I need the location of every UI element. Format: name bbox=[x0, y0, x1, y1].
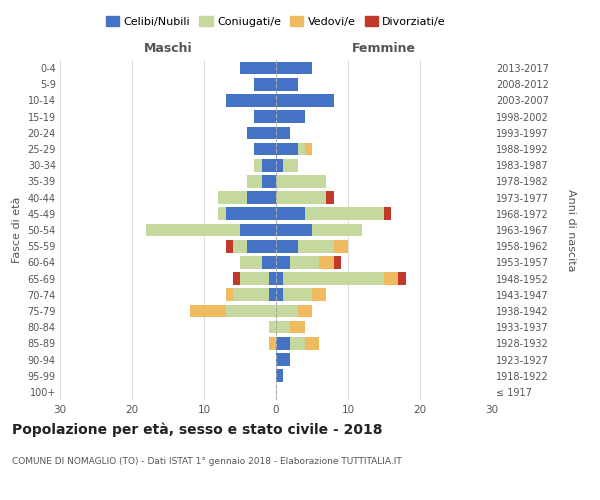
Bar bbox=[269, 272, 276, 285]
Bar bbox=[298, 240, 334, 252]
Bar bbox=[290, 337, 305, 349]
Bar bbox=[276, 288, 283, 301]
Bar bbox=[247, 192, 276, 204]
Bar bbox=[218, 208, 226, 220]
Bar bbox=[269, 288, 276, 301]
Text: Maschi: Maschi bbox=[143, 42, 193, 55]
Bar bbox=[276, 110, 305, 123]
Bar bbox=[262, 159, 276, 172]
Bar bbox=[276, 256, 290, 268]
Bar bbox=[312, 288, 326, 301]
Bar bbox=[276, 272, 283, 285]
Bar bbox=[226, 94, 276, 107]
Bar bbox=[276, 224, 312, 236]
Bar bbox=[334, 256, 341, 268]
Bar bbox=[298, 142, 305, 156]
Bar bbox=[190, 304, 226, 318]
Bar bbox=[146, 224, 240, 236]
Legend: Celibi/Nubili, Coniugati/e, Vedovi/e, Divorziati/e: Celibi/Nubili, Coniugati/e, Vedovi/e, Di… bbox=[103, 13, 449, 30]
Bar bbox=[247, 240, 276, 252]
Bar bbox=[326, 192, 334, 204]
Bar bbox=[254, 110, 276, 123]
Bar bbox=[276, 370, 283, 382]
Bar bbox=[233, 240, 247, 252]
Bar bbox=[276, 240, 298, 252]
Bar bbox=[276, 62, 312, 74]
Bar bbox=[276, 78, 298, 90]
Bar bbox=[276, 94, 334, 107]
Bar bbox=[305, 142, 312, 156]
Bar bbox=[319, 256, 334, 268]
Bar bbox=[276, 353, 290, 366]
Bar bbox=[276, 337, 290, 349]
Text: COMUNE DI NOMAGLIO (TO) - Dati ISTAT 1° gennaio 2018 - Elaborazione TUTTITALIA.I: COMUNE DI NOMAGLIO (TO) - Dati ISTAT 1° … bbox=[12, 458, 402, 466]
Bar bbox=[269, 321, 276, 334]
Bar bbox=[254, 159, 262, 172]
Bar bbox=[226, 288, 233, 301]
Bar bbox=[254, 78, 276, 90]
Bar bbox=[218, 192, 247, 204]
Bar bbox=[233, 272, 240, 285]
Bar bbox=[247, 175, 262, 188]
Bar bbox=[276, 175, 326, 188]
Bar bbox=[305, 337, 319, 349]
Bar bbox=[240, 272, 269, 285]
Bar bbox=[276, 192, 326, 204]
Bar bbox=[226, 304, 276, 318]
Bar bbox=[398, 272, 406, 285]
Bar bbox=[240, 62, 276, 74]
Bar bbox=[262, 256, 276, 268]
Bar bbox=[283, 159, 298, 172]
Bar bbox=[240, 256, 262, 268]
Bar bbox=[283, 272, 384, 285]
Bar bbox=[276, 304, 298, 318]
Bar bbox=[305, 208, 384, 220]
Bar bbox=[276, 159, 283, 172]
Bar bbox=[290, 321, 305, 334]
Bar bbox=[233, 288, 269, 301]
Bar bbox=[276, 126, 290, 139]
Bar bbox=[262, 175, 276, 188]
Bar bbox=[240, 224, 276, 236]
Bar bbox=[226, 240, 233, 252]
Y-axis label: Anni di nascita: Anni di nascita bbox=[566, 188, 576, 271]
Bar bbox=[312, 224, 362, 236]
Text: Popolazione per età, sesso e stato civile - 2018: Popolazione per età, sesso e stato civil… bbox=[12, 422, 383, 437]
Bar bbox=[254, 142, 276, 156]
Bar bbox=[226, 208, 276, 220]
Bar bbox=[283, 288, 312, 301]
Text: Femmine: Femmine bbox=[352, 42, 416, 55]
Bar bbox=[276, 142, 298, 156]
Bar bbox=[276, 208, 305, 220]
Bar bbox=[269, 337, 276, 349]
Y-axis label: Fasce di età: Fasce di età bbox=[12, 197, 22, 263]
Bar bbox=[384, 208, 391, 220]
Bar bbox=[276, 321, 290, 334]
Bar bbox=[290, 256, 319, 268]
Bar bbox=[384, 272, 398, 285]
Bar bbox=[298, 304, 312, 318]
Bar bbox=[247, 126, 276, 139]
Bar bbox=[334, 240, 348, 252]
